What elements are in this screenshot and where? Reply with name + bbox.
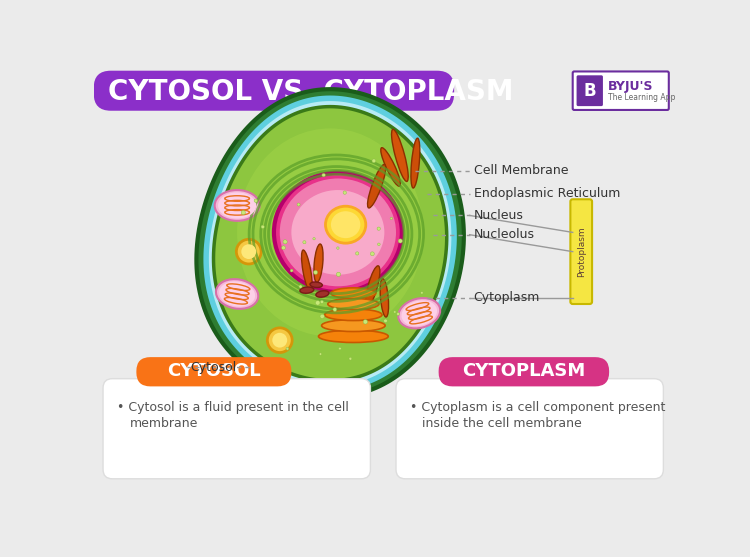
Ellipse shape xyxy=(283,240,287,244)
Ellipse shape xyxy=(242,211,245,214)
PathPatch shape xyxy=(203,95,457,391)
Ellipse shape xyxy=(336,272,340,276)
Ellipse shape xyxy=(392,129,408,182)
Ellipse shape xyxy=(338,348,341,350)
Ellipse shape xyxy=(377,227,380,230)
Ellipse shape xyxy=(291,190,384,275)
Text: Cytoplasm: Cytoplasm xyxy=(473,291,540,304)
Text: inside the cell membrane: inside the cell membrane xyxy=(422,417,582,430)
Text: Cytosol: Cytosol xyxy=(190,360,237,374)
Ellipse shape xyxy=(337,247,339,250)
Ellipse shape xyxy=(218,192,256,218)
Ellipse shape xyxy=(366,266,380,307)
Ellipse shape xyxy=(381,148,400,186)
Ellipse shape xyxy=(368,164,386,208)
Ellipse shape xyxy=(421,292,423,294)
Ellipse shape xyxy=(272,333,287,348)
PathPatch shape xyxy=(209,101,452,386)
Ellipse shape xyxy=(302,250,312,292)
FancyBboxPatch shape xyxy=(577,75,603,106)
Ellipse shape xyxy=(303,241,306,244)
Text: B: B xyxy=(584,82,596,100)
Ellipse shape xyxy=(390,217,392,219)
Ellipse shape xyxy=(261,225,265,228)
Text: CYTOSOL VS. CYTOPLASM: CYTOSOL VS. CYTOPLASM xyxy=(108,78,513,106)
Text: Cell Membrane: Cell Membrane xyxy=(473,164,568,177)
Ellipse shape xyxy=(290,269,293,272)
Ellipse shape xyxy=(370,252,374,256)
Text: • Cytosol is a fluid present in the cell: • Cytosol is a fluid present in the cell xyxy=(117,402,349,414)
Text: Nucleolus: Nucleolus xyxy=(473,228,535,241)
Ellipse shape xyxy=(343,191,346,194)
Ellipse shape xyxy=(331,211,360,238)
Ellipse shape xyxy=(214,190,260,221)
Ellipse shape xyxy=(310,282,322,287)
Ellipse shape xyxy=(411,138,420,188)
PathPatch shape xyxy=(214,106,447,381)
Ellipse shape xyxy=(333,307,337,311)
Text: Endoplasmic Reticulum: Endoplasmic Reticulum xyxy=(473,187,620,201)
Ellipse shape xyxy=(398,298,440,329)
FancyBboxPatch shape xyxy=(573,71,669,110)
Ellipse shape xyxy=(349,357,352,360)
Ellipse shape xyxy=(398,239,403,243)
Ellipse shape xyxy=(242,245,256,259)
Ellipse shape xyxy=(300,287,313,294)
Text: CYTOSOL: CYTOSOL xyxy=(167,362,261,380)
Ellipse shape xyxy=(377,243,380,246)
Text: BYJU'S: BYJU'S xyxy=(608,80,653,92)
Ellipse shape xyxy=(316,291,329,297)
FancyBboxPatch shape xyxy=(570,199,592,304)
Ellipse shape xyxy=(280,178,396,286)
Text: The Learning App: The Learning App xyxy=(608,93,675,102)
Ellipse shape xyxy=(314,244,323,282)
Ellipse shape xyxy=(331,288,376,299)
Text: Nucleus: Nucleus xyxy=(473,209,524,222)
FancyBboxPatch shape xyxy=(396,379,663,479)
Ellipse shape xyxy=(380,278,388,317)
Ellipse shape xyxy=(401,300,437,326)
Ellipse shape xyxy=(314,270,317,275)
Ellipse shape xyxy=(299,285,302,288)
Ellipse shape xyxy=(286,348,289,350)
Ellipse shape xyxy=(297,203,300,206)
Ellipse shape xyxy=(267,328,292,353)
FancyBboxPatch shape xyxy=(94,71,454,111)
Ellipse shape xyxy=(216,279,258,309)
Ellipse shape xyxy=(236,240,261,264)
Text: CYTOPLASM: CYTOPLASM xyxy=(462,362,586,380)
FancyBboxPatch shape xyxy=(103,379,370,479)
Ellipse shape xyxy=(254,199,257,202)
Ellipse shape xyxy=(320,353,322,355)
Ellipse shape xyxy=(363,320,368,324)
Ellipse shape xyxy=(322,173,326,177)
Ellipse shape xyxy=(397,312,400,315)
Ellipse shape xyxy=(319,330,388,343)
Ellipse shape xyxy=(237,129,423,336)
Text: Protoplasm: Protoplasm xyxy=(577,226,586,277)
Ellipse shape xyxy=(356,252,358,255)
Text: membrane: membrane xyxy=(130,417,198,430)
FancyBboxPatch shape xyxy=(439,357,609,387)
Ellipse shape xyxy=(325,309,382,321)
Ellipse shape xyxy=(326,206,366,243)
Ellipse shape xyxy=(384,319,387,323)
Ellipse shape xyxy=(322,320,386,331)
Ellipse shape xyxy=(320,314,325,319)
Ellipse shape xyxy=(320,300,323,304)
Ellipse shape xyxy=(340,290,351,329)
Ellipse shape xyxy=(281,246,286,250)
Text: • Cytoplasm is a cell component present: • Cytoplasm is a cell component present xyxy=(410,402,665,414)
PathPatch shape xyxy=(196,89,464,397)
Ellipse shape xyxy=(372,159,376,163)
Ellipse shape xyxy=(219,281,255,307)
Ellipse shape xyxy=(313,237,315,240)
Ellipse shape xyxy=(316,301,320,305)
Ellipse shape xyxy=(328,299,379,310)
FancyBboxPatch shape xyxy=(136,357,291,387)
Ellipse shape xyxy=(394,311,396,313)
Ellipse shape xyxy=(274,173,402,292)
